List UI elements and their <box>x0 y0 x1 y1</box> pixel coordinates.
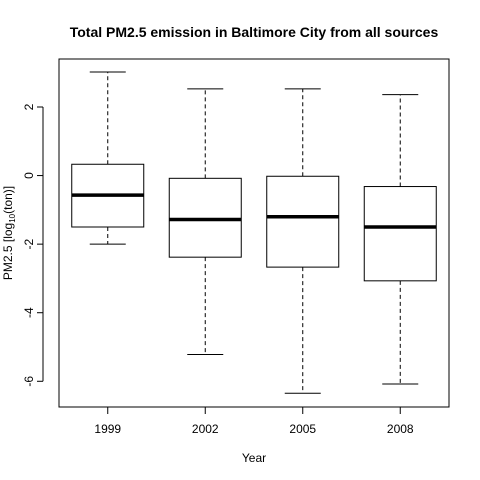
y-tick-label: -2 <box>22 238 36 249</box>
y-tick-label: -4 <box>22 307 36 318</box>
y-axis: -6 -4 -2 0 2 <box>22 103 43 386</box>
y-tick-label: 2 <box>22 103 36 110</box>
x-tick-label: 2005 <box>289 422 316 436</box>
iqr-box <box>267 176 339 267</box>
box-2002 <box>169 89 241 355</box>
box-1999 <box>72 72 144 244</box>
y-axis-label-suffix: (ton)] <box>1 186 15 214</box>
box-2005 <box>267 89 339 393</box>
y-axis-label-prefix: PM2.5 [log <box>1 223 15 280</box>
x-axis-label: Year <box>242 451 266 465</box>
box-2008 <box>364 95 436 384</box>
x-tick-label: 2008 <box>387 422 414 436</box>
x-tick-label: 1999 <box>94 422 121 436</box>
boxes-layer <box>72 72 437 393</box>
y-axis-label: PM2.5 [log10(ton)] <box>1 186 17 280</box>
x-axis: 1999 2002 2005 2008 <box>94 407 414 436</box>
x-tick-label: 2002 <box>192 422 219 436</box>
y-tick-label: 0 <box>22 172 36 179</box>
iqr-box <box>364 187 436 281</box>
chart-title: Total PM2.5 emission in Baltimore City f… <box>70 24 439 40</box>
y-tick-label: -6 <box>22 376 36 387</box>
